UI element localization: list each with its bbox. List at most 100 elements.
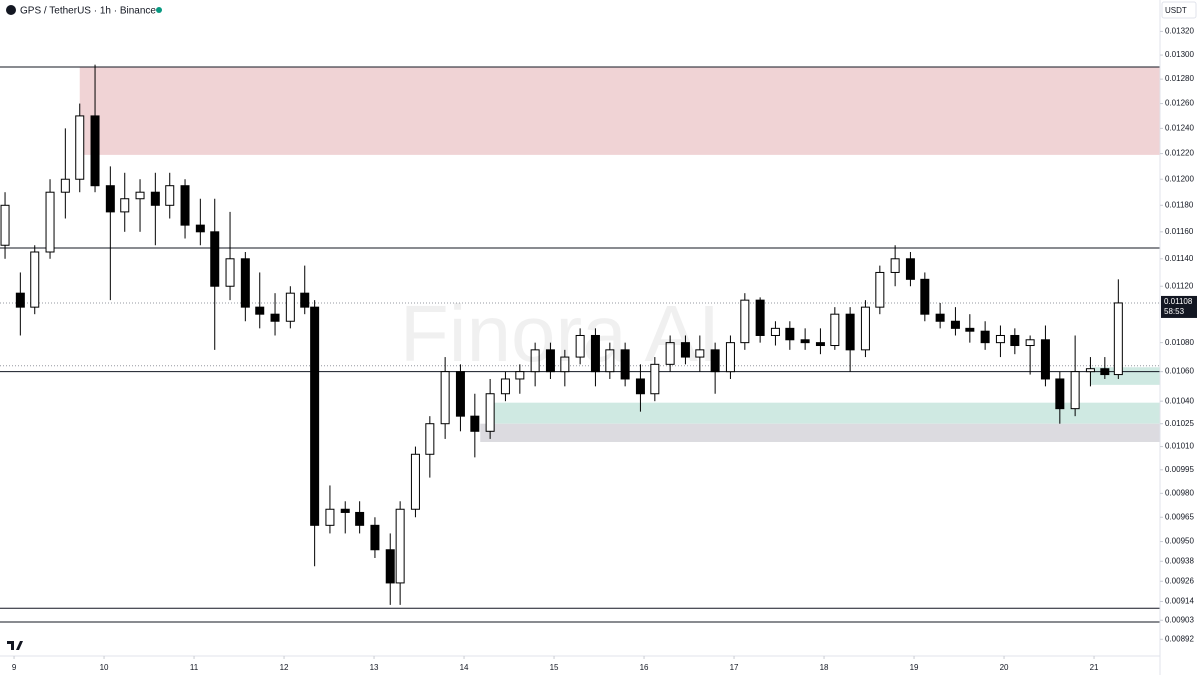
candle-body [920,278,930,315]
candle-body [120,198,130,213]
candle-body [740,299,750,344]
currency-label: USDT [1165,6,1187,15]
y-tick-label: 0.00950 [1165,537,1194,546]
y-tick-label: 0.01120 [1165,281,1194,290]
candle-body [905,258,915,280]
currency-box[interactable] [1161,1,1197,19]
candle-body [980,330,990,344]
x-tick-label: 16 [640,663,649,672]
candle-body [680,342,690,358]
countdown: 58:53 [1164,307,1185,316]
x-tick-label: 13 [370,663,379,672]
y-tick-label: 0.00938 [1165,556,1194,565]
candle-body [180,185,190,226]
candle-body [1100,368,1110,376]
logo [7,641,23,650]
x-tick-label: 10 [100,663,109,672]
candle-body [815,342,825,347]
candle-body [0,204,10,246]
candle-body [385,549,395,584]
x-tick-label: 21 [1090,663,1099,672]
y-tick-label: 0.01025 [1165,419,1194,428]
candle-body [325,508,335,526]
y-tick-label: 0.00965 [1165,512,1194,521]
x-tick-label: 20 [1000,663,1009,672]
candle-body [240,258,250,308]
candle-body [370,524,380,551]
zone [480,423,1161,442]
y-tick-label: 0.01140 [1165,254,1194,263]
candle-body [620,349,630,380]
candle-body [890,258,900,273]
candle-body [605,349,615,373]
x-tick-label: 15 [550,663,559,672]
candle-body [195,224,205,233]
candle-body [830,313,840,347]
chart-title: GPS / TetherUS · 1h · Binance [20,6,156,17]
candle-body [60,178,70,193]
candle-body [75,115,85,180]
candle-body [410,453,420,510]
candle-body [455,371,465,417]
y-tick-label: 0.01240 [1165,123,1194,132]
y-tick-label: 0.01080 [1165,338,1194,347]
watermark: Finora AI [400,289,720,378]
status-dot [156,7,162,13]
candle-body [425,423,435,455]
candle-body [845,313,855,351]
y-tick-label: 0.01320 [1165,27,1194,36]
candle-body [950,320,960,329]
candle-body [150,191,160,206]
candle-body [650,363,660,395]
candle-body [515,371,525,380]
candle-body [785,327,795,341]
candle-body [875,271,885,308]
y-tick-label: 0.01300 [1165,50,1194,59]
candle-body [15,292,25,308]
price-tag-label: 0.01108 [1164,297,1193,306]
y-tick-label: 0.01280 [1165,74,1194,83]
candle-body [1113,302,1123,376]
candle-body [210,231,220,287]
y-tick-label: 0.01200 [1165,174,1194,183]
candle-body [310,306,320,526]
candle-body [340,508,350,513]
candle-body [90,115,100,187]
candle-body [860,306,870,351]
y-tick-label: 0.00903 [1165,615,1194,624]
y-tick-label: 0.01010 [1165,442,1194,451]
candle-body [270,313,280,322]
candle-body [530,349,540,373]
candle-body [395,508,405,584]
x-tick-label: 12 [280,663,289,672]
candle-body [800,339,810,344]
candle-body [710,349,720,373]
candle-body [1040,339,1050,380]
candle-body [725,342,735,373]
candle-body [935,313,945,322]
candle-body [470,415,480,432]
candle-body [165,185,175,206]
symbol-icon [6,5,16,15]
candle-body [45,191,55,253]
candle-body [300,292,310,308]
candle-body [1070,371,1080,410]
candle-body [665,342,675,365]
candle-body [575,334,585,358]
candle-body [1055,378,1065,410]
y-tick-label: 0.00980 [1165,488,1194,497]
candle-body [485,393,495,432]
y-tick-label: 0.00926 [1165,576,1194,585]
candle-body [135,191,145,200]
price-tag [1161,295,1197,318]
candle-body [755,299,765,336]
candle-body [1010,334,1020,347]
candle-body [105,185,115,213]
y-tick-label: 0.01060 [1165,367,1194,376]
y-tick-label: 0.00892 [1165,634,1194,643]
candle-body [590,334,600,373]
y-tick-label: 0.01260 [1165,99,1194,108]
candle-body [560,356,570,373]
y-tick-label: 0.00914 [1165,597,1194,606]
